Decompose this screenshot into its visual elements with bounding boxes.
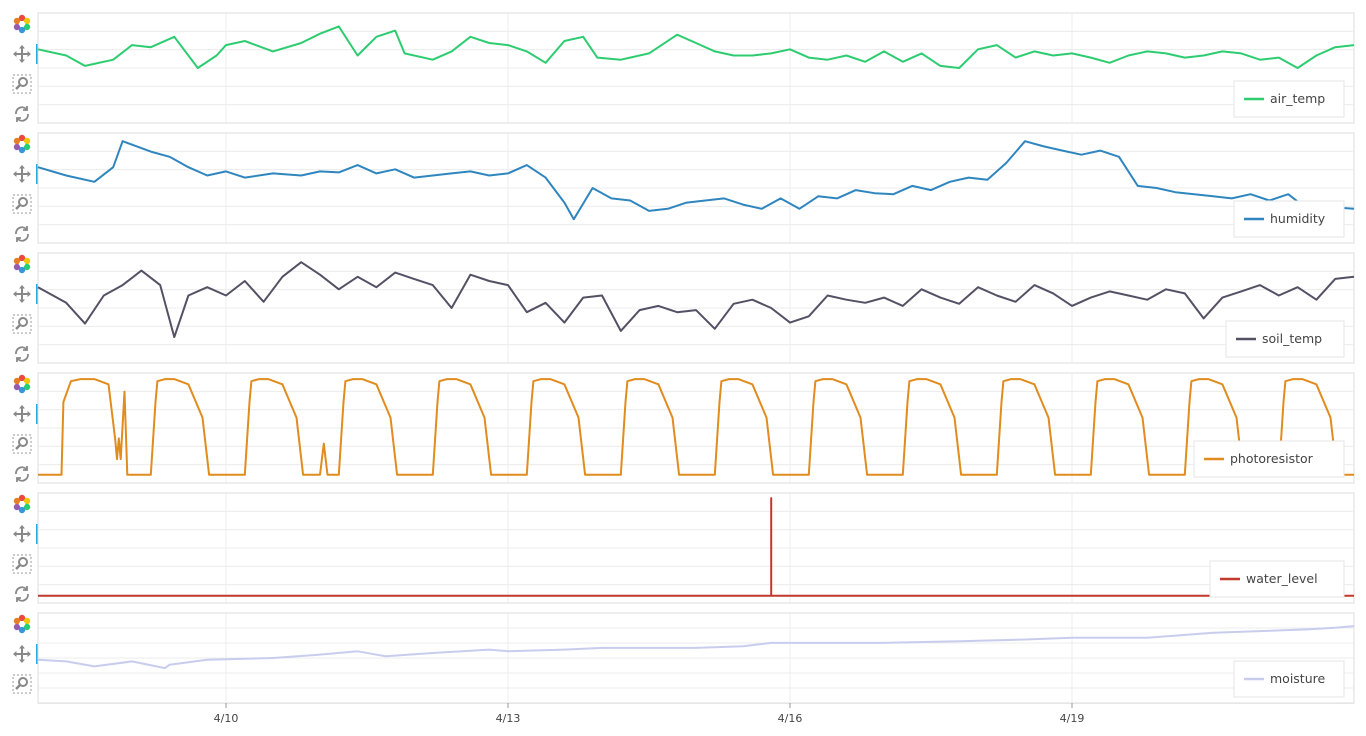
box-zoom-icon[interactable] xyxy=(8,431,36,457)
x-tick-label: 4/19 xyxy=(1060,712,1085,725)
reset-icon[interactable] xyxy=(8,101,36,127)
series-line-air-temp xyxy=(37,25,1355,69)
bokeh-logo-icon xyxy=(13,134,31,154)
pan-icon[interactable] xyxy=(8,161,38,187)
bokeh-logo-icon xyxy=(13,494,31,514)
bokeh-logo-icon xyxy=(8,491,36,517)
toolbar-moisture xyxy=(8,611,38,703)
reset-icon[interactable] xyxy=(8,341,36,367)
box-zoom-icon xyxy=(12,194,32,214)
bokeh-logo-icon xyxy=(8,251,36,277)
box-zoom-icon xyxy=(12,674,32,694)
reset-icon xyxy=(15,466,29,482)
toolbar-water-level xyxy=(8,491,38,603)
bokeh-logo-icon xyxy=(13,614,31,634)
pan-icon[interactable] xyxy=(8,41,38,67)
panel-air-temp[interactable]: air_temp xyxy=(37,12,1355,124)
bokeh-logo-icon xyxy=(8,611,36,637)
pan-icon xyxy=(13,165,31,183)
series-line-soil-temp xyxy=(37,261,1355,339)
pan-icon[interactable] xyxy=(8,641,38,667)
series-line-photoresistor xyxy=(38,378,1354,476)
pan-icon[interactable] xyxy=(8,281,38,307)
bokeh-logo-icon xyxy=(8,131,36,157)
reset-icon xyxy=(15,106,29,122)
panel-moisture[interactable]: moisture xyxy=(37,612,1355,704)
box-zoom-icon[interactable] xyxy=(8,671,36,697)
panel-soil-temp[interactable]: soil_temp xyxy=(37,252,1355,364)
legend: moisture xyxy=(1233,660,1345,698)
x-tick-label: 4/13 xyxy=(496,712,521,725)
bokeh-logo-icon xyxy=(13,374,31,394)
panel-water-level[interactable]: water_level xyxy=(37,492,1355,604)
series-line-humidity xyxy=(37,140,1355,221)
box-zoom-icon[interactable] xyxy=(8,551,36,577)
series-line-water-level xyxy=(38,497,1354,597)
legend-label: soil_temp xyxy=(1262,331,1322,346)
pan-icon xyxy=(13,405,31,423)
pan-icon xyxy=(13,525,31,543)
box-zoom-icon xyxy=(12,554,32,574)
pan-icon xyxy=(13,645,31,663)
box-zoom-icon xyxy=(12,74,32,94)
reset-icon[interactable] xyxy=(8,581,36,607)
pan-icon[interactable] xyxy=(8,401,38,427)
legend: photoresistor xyxy=(1193,440,1345,478)
panel-photoresistor[interactable]: photoresistor xyxy=(37,372,1355,484)
bokeh-logo-icon xyxy=(13,254,31,274)
toolbar-air-temp xyxy=(8,11,38,123)
x-axis: 4/10 4/13 4/16 4/19 xyxy=(38,703,1354,725)
box-zoom-icon[interactable] xyxy=(8,191,36,217)
legend-label: photoresistor xyxy=(1230,451,1314,466)
reset-icon xyxy=(15,346,29,362)
panel-humidity[interactable]: humidity xyxy=(37,132,1355,244)
reset-icon xyxy=(15,586,29,602)
legend-label: air_temp xyxy=(1270,91,1325,106)
box-zoom-icon xyxy=(12,434,32,454)
legend-label: water_level xyxy=(1246,571,1318,586)
series-line-moisture xyxy=(37,625,1355,670)
bokeh-logo-icon xyxy=(8,11,36,37)
pan-icon xyxy=(13,285,31,303)
toolbar-photoresistor xyxy=(8,371,38,483)
reset-icon xyxy=(15,226,29,242)
box-zoom-icon[interactable] xyxy=(8,71,36,97)
toolbar-soil-temp xyxy=(8,251,38,363)
legend: water_level xyxy=(1209,560,1345,598)
pan-icon[interactable] xyxy=(8,521,38,547)
reset-icon[interactable] xyxy=(8,461,36,487)
toolbar-humidity xyxy=(8,131,38,243)
legend: humidity xyxy=(1233,200,1345,238)
legend-label: humidity xyxy=(1270,211,1326,226)
x-tick-label: 4/16 xyxy=(778,712,803,725)
reset-icon[interactable] xyxy=(8,221,36,247)
legend: air_temp xyxy=(1233,80,1345,118)
legend-label: moisture xyxy=(1270,671,1325,686)
bokeh-logo-icon xyxy=(13,14,31,34)
bokeh-logo-icon xyxy=(8,371,36,397)
box-zoom-icon xyxy=(12,314,32,334)
x-tick-label: 4/10 xyxy=(214,712,239,725)
pan-icon xyxy=(13,45,31,63)
legend: soil_temp xyxy=(1225,320,1345,358)
box-zoom-icon[interactable] xyxy=(8,311,36,337)
